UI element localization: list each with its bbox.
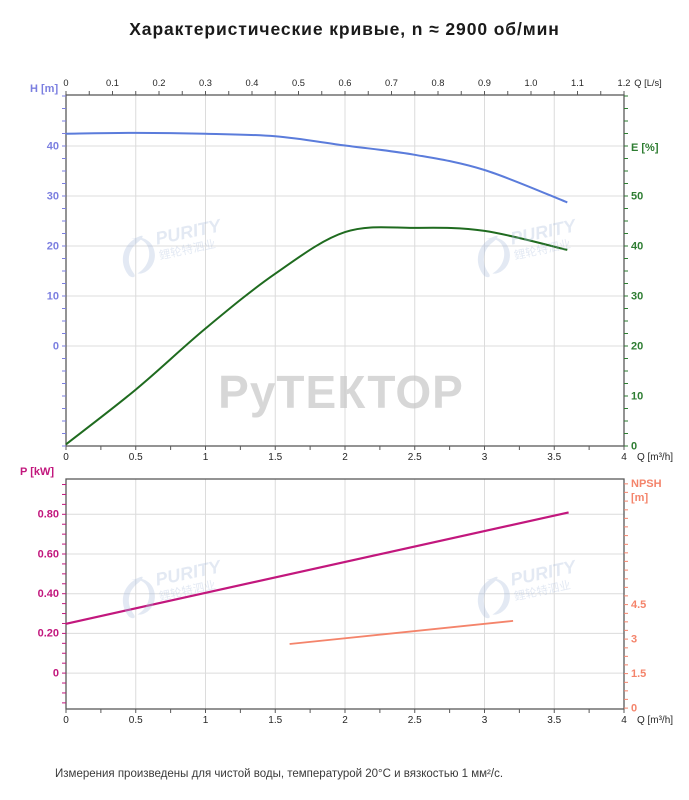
- svg-text:3: 3: [631, 633, 637, 645]
- svg-text:0.60: 0.60: [38, 548, 59, 560]
- svg-text:20: 20: [47, 240, 59, 252]
- svg-text:4: 4: [621, 715, 627, 726]
- svg-text:20: 20: [631, 340, 643, 352]
- svg-text:50: 50: [631, 190, 643, 202]
- svg-text:40: 40: [47, 140, 59, 152]
- svg-text:2.5: 2.5: [408, 715, 422, 726]
- svg-text:10: 10: [631, 390, 643, 402]
- svg-text:РуТЕКТОР: РуТЕКТОР: [218, 366, 464, 418]
- svg-text:H [m]: H [m]: [30, 83, 58, 95]
- svg-text:0: 0: [53, 667, 59, 679]
- svg-text:4.5: 4.5: [631, 599, 646, 611]
- svg-text:1.0: 1.0: [525, 78, 538, 88]
- svg-text:0.40: 0.40: [38, 588, 59, 600]
- svg-text:0.4: 0.4: [246, 78, 259, 88]
- svg-text:Q [L/s]: Q [L/s]: [634, 78, 661, 88]
- svg-text:0.6: 0.6: [339, 78, 352, 88]
- svg-text:E [%]: E [%]: [631, 142, 659, 154]
- svg-text:1.1: 1.1: [571, 78, 584, 88]
- svg-text:[m]: [m]: [631, 492, 648, 504]
- svg-text:1: 1: [203, 452, 209, 463]
- svg-text:10: 10: [47, 290, 59, 302]
- svg-text:3.5: 3.5: [547, 452, 561, 463]
- svg-text:40: 40: [631, 240, 643, 252]
- svg-text:2: 2: [342, 452, 348, 463]
- svg-text:0: 0: [63, 715, 69, 726]
- svg-text:1.5: 1.5: [268, 715, 282, 726]
- svg-text:1.5: 1.5: [268, 452, 282, 463]
- svg-text:0.7: 0.7: [385, 78, 398, 88]
- svg-text:3.5: 3.5: [547, 715, 561, 726]
- svg-text:0: 0: [631, 440, 637, 452]
- svg-text:30: 30: [631, 290, 643, 302]
- svg-text:0.8: 0.8: [432, 78, 445, 88]
- svg-text:2.5: 2.5: [408, 452, 422, 463]
- svg-text:NPSH: NPSH: [631, 478, 662, 490]
- svg-text:0.80: 0.80: [38, 509, 59, 521]
- svg-text:0.1: 0.1: [106, 78, 119, 88]
- svg-text:0.5: 0.5: [129, 715, 143, 726]
- svg-text:1: 1: [203, 715, 209, 726]
- svg-text:2: 2: [342, 715, 348, 726]
- svg-text:0.5: 0.5: [129, 452, 143, 463]
- svg-text:0.20: 0.20: [38, 628, 59, 640]
- svg-text:3: 3: [482, 452, 488, 463]
- svg-text:3: 3: [482, 715, 488, 726]
- svg-text:1.2: 1.2: [618, 78, 631, 88]
- svg-text:P [kW]: P [kW]: [20, 466, 54, 478]
- svg-text:0: 0: [63, 78, 68, 88]
- svg-text:Q [m³/h]: Q [m³/h]: [637, 452, 673, 463]
- svg-text:0.3: 0.3: [199, 78, 212, 88]
- svg-text:1.5: 1.5: [631, 668, 646, 680]
- svg-text:0: 0: [63, 452, 69, 463]
- svg-text:Q [m³/h]: Q [m³/h]: [637, 715, 673, 726]
- svg-text:30: 30: [47, 190, 59, 202]
- svg-text:0.5: 0.5: [292, 78, 305, 88]
- svg-text:4: 4: [621, 452, 627, 463]
- svg-text:0.9: 0.9: [478, 78, 491, 88]
- svg-text:0: 0: [631, 702, 637, 714]
- svg-text:0.2: 0.2: [153, 78, 166, 88]
- svg-text:0: 0: [53, 340, 59, 352]
